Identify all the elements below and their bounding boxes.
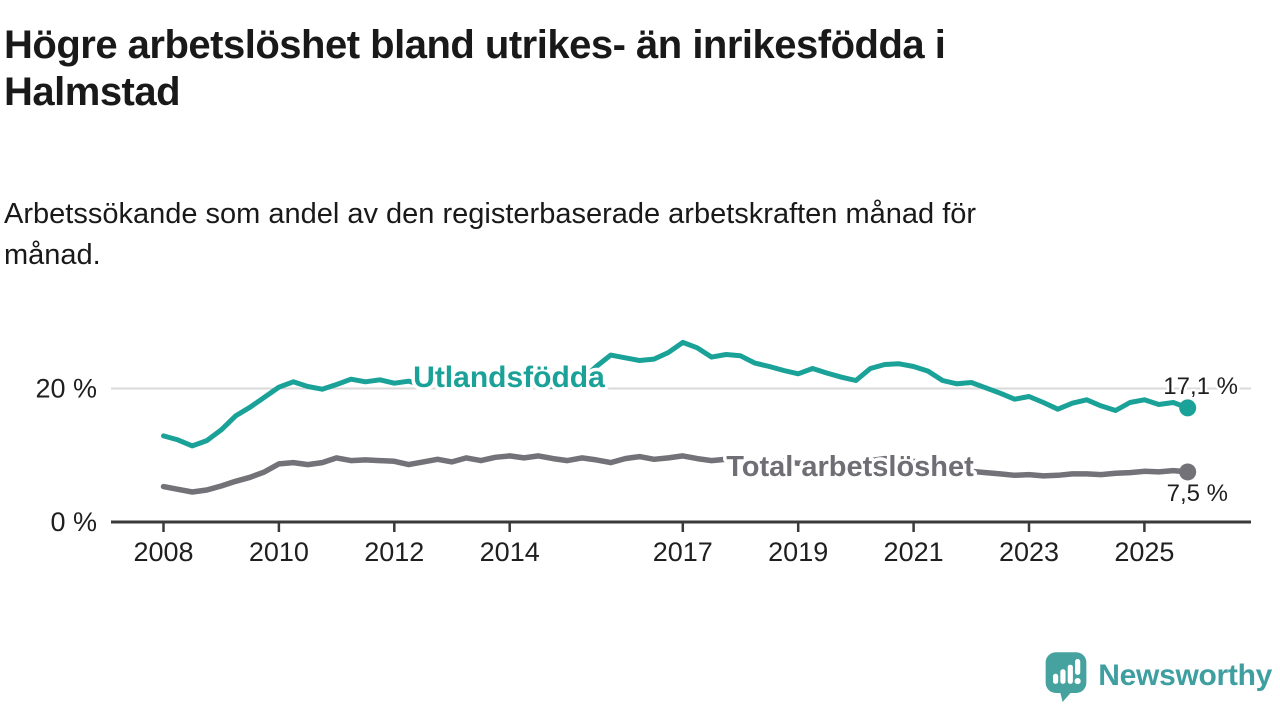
series-line-total-arbetsloshet: [160, 453, 1191, 495]
x-tick-label: 2014: [480, 537, 540, 567]
newsworthy-logo: Newsworthy: [1043, 650, 1272, 702]
x-tick-label: 2025: [1114, 537, 1174, 567]
x-axis-labels: 2008 2010 2012 2014 2017 2019 2021 2023 2025: [133, 537, 1174, 567]
series-endpoint-total: [1179, 463, 1197, 481]
speech-bubble-bar-chart-icon: [1045, 652, 1087, 702]
series-label-total-arbetsloshet: Total arbetslöshet: [726, 451, 974, 483]
chart-subtitle: Arbetssökande som andel av den registerb…: [4, 198, 977, 271]
value-label-utlandsfodda: 17,1 %: [1163, 373, 1238, 400]
x-tick-label: 2012: [364, 537, 424, 567]
series-endpoint-utlandsfodda: [1179, 399, 1197, 417]
y-axis-label-0: 0 %: [50, 507, 97, 537]
x-tick-label: 2010: [249, 537, 309, 567]
brand-name: Newsworthy: [1098, 659, 1272, 692]
series-line-utlandsfodda: [161, 339, 1191, 449]
x-tick-label: 2008: [133, 537, 193, 567]
page-title: Högre arbetslöshet bland utrikes- än inr…: [4, 23, 946, 115]
series-label-utlandsfodda: Utlandsfödda: [413, 361, 605, 394]
x-tick-label: 2021: [884, 537, 944, 567]
x-tick-label: 2017: [653, 537, 713, 567]
x-axis-ticks: [162, 523, 1146, 532]
value-label-total: 7,5 %: [1167, 480, 1228, 507]
x-tick-label: 2019: [768, 537, 828, 567]
y-axis-label-20: 20 %: [35, 374, 97, 404]
x-tick-label: 2023: [999, 537, 1059, 567]
